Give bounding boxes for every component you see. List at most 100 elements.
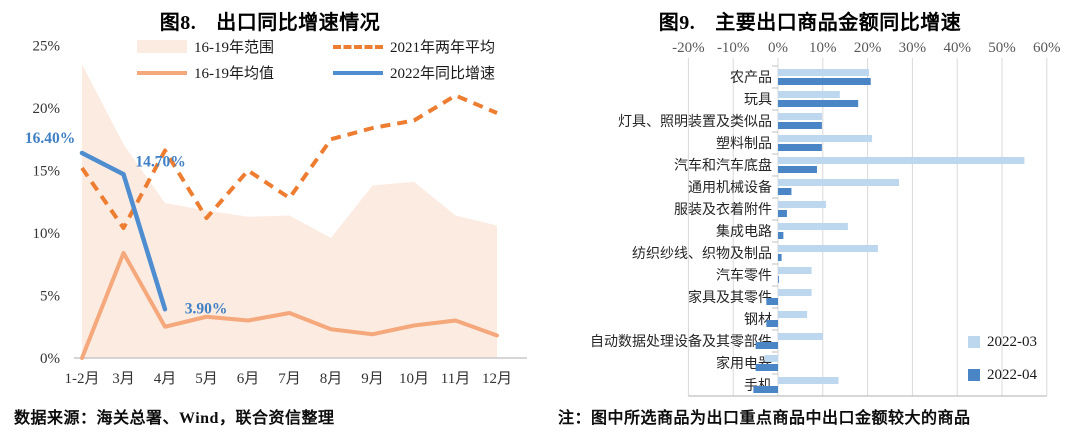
bar-2022-03-row-1 xyxy=(778,91,840,98)
svg-text:10%: 10% xyxy=(33,226,61,242)
svg-text:农产品: 农产品 xyxy=(730,70,772,86)
x-axis-tick-labels: 1-2月 3月 4月 5月 6月 7月 8月 9月 10月 11月 12月 xyxy=(65,371,513,387)
svg-text:-10%: -10% xyxy=(717,40,750,56)
svg-text:10月: 10月 xyxy=(399,371,429,387)
legend-item-2021-avg: 2021年两年平均 xyxy=(333,36,495,57)
y-axis-tick-labels: 0% 5% 10% 15% 20% 25% xyxy=(33,39,61,368)
line-chart-plot: 0% 5% 10% 15% 20% 25% 1-2月 3月 4月 5月 6月 7月 8月 9月 10月 11月… xyxy=(25,39,527,387)
bar-2022-03-row-5 xyxy=(778,179,899,186)
bar-2022-04-row-10 xyxy=(766,298,778,305)
legend-label-2021-avg: 2021年两年平均 xyxy=(390,40,496,56)
bar-2022-04-row-2 xyxy=(778,122,822,129)
svg-text:4月: 4月 xyxy=(154,371,177,387)
svg-text:-20%: -20% xyxy=(672,40,705,56)
right-chart-panel: 图9. 主要出口商品金额同比增速 -20% -10% 0% 10% 20% 30% 40% 50… xyxy=(540,0,1080,438)
bar-2022-03-row-12 xyxy=(778,333,823,340)
svg-text:10%: 10% xyxy=(809,40,837,56)
svg-text:60%: 60% xyxy=(1033,40,1061,56)
bar-swatch-2022-04 xyxy=(968,369,980,381)
svg-text:20%: 20% xyxy=(33,101,61,117)
svg-text:0%: 0% xyxy=(768,40,788,56)
svg-text:5%: 5% xyxy=(40,289,60,305)
left-chart-title: 图8. 出口同比增速情况 xyxy=(0,6,540,35)
svg-text:服装及衣着附件: 服装及衣着附件 xyxy=(674,202,772,218)
svg-text:通用机械设备: 通用机械设备 xyxy=(688,179,772,196)
svg-text:6月: 6月 xyxy=(237,371,260,387)
svg-text:汽车和汽车底盘: 汽车和汽车底盘 xyxy=(674,157,772,174)
bar-2022-04-row-7 xyxy=(778,232,784,239)
bar-2022-04-row-5 xyxy=(778,188,792,195)
svg-text:家具及其零件: 家具及其零件 xyxy=(688,289,772,306)
svg-text:7月: 7月 xyxy=(278,371,301,387)
bar-2022-03-row-10 xyxy=(778,289,812,296)
svg-text:15%: 15% xyxy=(33,164,61,180)
svg-text:8月: 8月 xyxy=(320,371,343,387)
bar-2022-04-row-13 xyxy=(755,364,778,371)
svg-text:9月: 9月 xyxy=(361,371,384,387)
category-labels: 农产品玩具灯具、照明装置及类似品塑料制品汽车和汽车底盘通用机械设备服装及衣着附件… xyxy=(590,70,772,394)
bar-2022-03-row-14 xyxy=(778,377,839,384)
legend-label-range: 16-19年范围 xyxy=(194,40,274,56)
bar-2022-04-row-0 xyxy=(778,78,871,85)
svg-text:汽车零件: 汽车零件 xyxy=(716,267,772,284)
range-band-area xyxy=(82,64,497,358)
svg-text:12月: 12月 xyxy=(482,371,512,387)
svg-text:3.90%: 3.90% xyxy=(185,300,228,317)
legend-label-mean: 16-19年均值 xyxy=(194,66,274,82)
series-line-0 xyxy=(80,251,499,360)
svg-text:20%: 20% xyxy=(854,40,882,56)
legend-label-2022-03: 2022-03 xyxy=(987,333,1037,350)
right-chart-title-text: 主要出口商品金额同比增速 xyxy=(715,12,962,34)
bar-2022-04-row-14 xyxy=(753,386,778,393)
bar-2022-04-row-9 xyxy=(778,276,779,283)
right-chart-title-prefix: 图9. xyxy=(658,12,696,34)
bar-2022-04-row-12 xyxy=(755,342,778,349)
bar-2022-04-row-8 xyxy=(778,254,782,261)
svg-text:灯具、照明装置及类似品: 灯具、照明装置及类似品 xyxy=(618,114,772,130)
bar-2022-04-row-4 xyxy=(778,166,817,173)
bar-2022-04-row-3 xyxy=(778,144,822,151)
svg-text:纺织纱线、织物及制品: 纺织纱线、织物及制品 xyxy=(632,246,772,262)
mean-line-swatch xyxy=(137,70,187,75)
bar-2022-03-row-13 xyxy=(764,355,778,362)
legend-label-2022-04: 2022-04 xyxy=(987,366,1037,383)
svg-text:玩具: 玩具 xyxy=(744,93,772,108)
svg-text:25%: 25% xyxy=(33,39,61,55)
bar-2022-03-row-0 xyxy=(778,69,869,76)
svg-text:3月: 3月 xyxy=(112,371,135,387)
bar-2022-03-row-6 xyxy=(778,201,826,208)
legend-item-2022-04: 2022-04 xyxy=(968,364,1037,386)
bar-2022-03-row-8 xyxy=(778,245,878,252)
left-chart-panel: 图8. 出口同比增速情况 16-19年范围 2021年两年平均 16-19年均值 … xyxy=(0,6,540,427)
data-annotations: 16.40% 14.70% 3.90% xyxy=(25,130,228,317)
svg-text:16.40%: 16.40% xyxy=(25,130,75,147)
svg-text:集成电路: 集成电路 xyxy=(716,223,772,240)
svg-text:塑料制品: 塑料制品 xyxy=(716,136,772,152)
x-axis-tick-labels: -20% -10% 0% 10% 20% 30% 40% 50% 60% xyxy=(672,40,1060,56)
svg-text:30%: 30% xyxy=(899,40,927,56)
legend-item-mean: 16-19年均值 xyxy=(137,62,333,83)
bar-2022-03-row-7 xyxy=(778,223,848,230)
svg-text:钢材: 钢材 xyxy=(744,312,772,328)
legend-item-2022-03: 2022-03 xyxy=(968,331,1037,353)
series-line-2 xyxy=(79,150,168,312)
blue-line-swatch xyxy=(333,70,383,75)
bar-2022-04-row-11 xyxy=(766,320,778,327)
bar-swatch-2022-03 xyxy=(968,336,980,348)
bar-chart-plot: -20% -10% 0% 10% 20% 30% 40% 50% 60% 农产品玩具灯具、照明装置… xyxy=(590,40,1061,397)
bar-2022-03-row-4 xyxy=(778,157,1025,164)
svg-text:1-2月: 1-2月 xyxy=(65,371,100,387)
bar-2022-04-row-6 xyxy=(778,210,787,217)
bar-2022-04-row-1 xyxy=(778,100,859,107)
svg-text:11月: 11月 xyxy=(441,371,470,387)
svg-text:0%: 0% xyxy=(40,351,60,367)
category-axis-ticks xyxy=(772,65,778,397)
legend-label-2022: 2022年同比增速 xyxy=(390,66,496,82)
svg-text:5月: 5月 xyxy=(195,371,218,387)
left-chart-title-prefix: 图8. xyxy=(159,12,197,34)
svg-text:40%: 40% xyxy=(943,40,971,56)
line-chart-legend: 16-19年范围 2021年两年平均 16-19年均值 2022年同比增速 xyxy=(137,36,495,83)
legend-item-range: 16-19年范围 xyxy=(137,36,333,57)
right-chart-title: 图9. 主要出口商品金额同比增速 xyxy=(540,6,1080,35)
